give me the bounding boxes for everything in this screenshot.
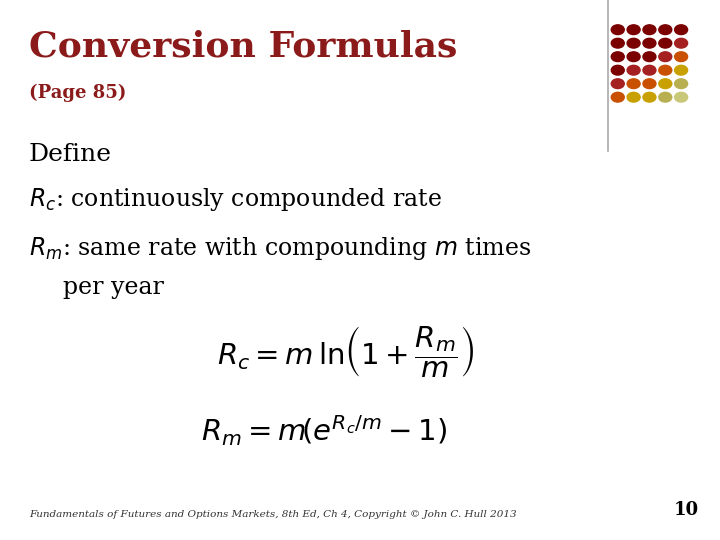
Text: $R_m$: same rate with compounding $m$ times: $R_m$: same rate with compounding $m$ ti… bbox=[29, 235, 531, 262]
Circle shape bbox=[659, 65, 672, 75]
Circle shape bbox=[643, 52, 656, 62]
Circle shape bbox=[611, 79, 624, 89]
Circle shape bbox=[643, 79, 656, 89]
Text: Conversion Formulas: Conversion Formulas bbox=[29, 30, 457, 64]
Circle shape bbox=[675, 79, 688, 89]
Circle shape bbox=[675, 38, 688, 48]
Text: 10: 10 bbox=[673, 502, 698, 519]
Circle shape bbox=[675, 65, 688, 75]
Text: $R_m = m\!\left(e^{R_c/m} - 1\right)$: $R_m = m\!\left(e^{R_c/m} - 1\right)$ bbox=[201, 413, 447, 448]
Circle shape bbox=[659, 38, 672, 48]
Text: $R_c = m\,\ln\!\left(1 + \dfrac{R_m}{m}\right)$: $R_c = m\,\ln\!\left(1 + \dfrac{R_m}{m}\… bbox=[217, 324, 474, 379]
Circle shape bbox=[643, 65, 656, 75]
Circle shape bbox=[627, 65, 640, 75]
Circle shape bbox=[659, 25, 672, 35]
Circle shape bbox=[611, 92, 624, 102]
Circle shape bbox=[611, 38, 624, 48]
Circle shape bbox=[643, 38, 656, 48]
Circle shape bbox=[643, 25, 656, 35]
Circle shape bbox=[675, 52, 688, 62]
Text: $R_c$: continuously compounded rate: $R_c$: continuously compounded rate bbox=[29, 186, 441, 213]
Circle shape bbox=[627, 38, 640, 48]
Text: per year: per year bbox=[63, 276, 164, 300]
Text: Fundamentals of Futures and Options Markets, 8th Ed, Ch 4, Copyright © John C. H: Fundamentals of Futures and Options Mark… bbox=[29, 510, 516, 519]
Circle shape bbox=[659, 92, 672, 102]
Text: Define: Define bbox=[29, 143, 112, 166]
Circle shape bbox=[643, 92, 656, 102]
Circle shape bbox=[627, 25, 640, 35]
Circle shape bbox=[611, 65, 624, 75]
Circle shape bbox=[611, 25, 624, 35]
Circle shape bbox=[659, 79, 672, 89]
Circle shape bbox=[675, 92, 688, 102]
Circle shape bbox=[659, 52, 672, 62]
Circle shape bbox=[627, 52, 640, 62]
Circle shape bbox=[627, 92, 640, 102]
Text: (Page 85): (Page 85) bbox=[29, 84, 126, 102]
Circle shape bbox=[611, 52, 624, 62]
Circle shape bbox=[627, 79, 640, 89]
Circle shape bbox=[675, 25, 688, 35]
